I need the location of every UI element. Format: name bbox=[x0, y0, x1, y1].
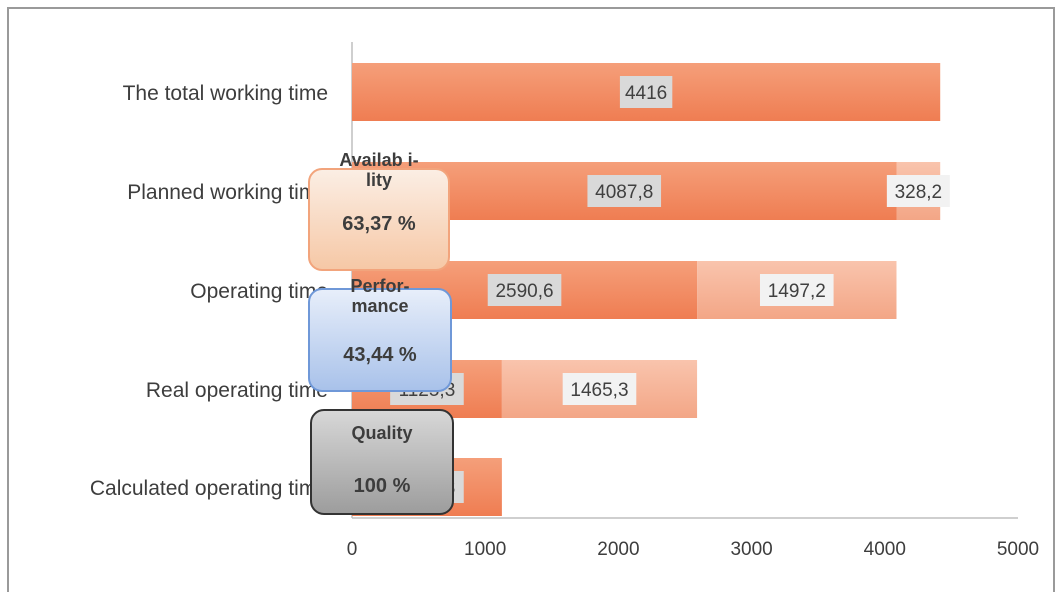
data-label-box bbox=[759, 274, 834, 306]
quality-callout-title: Quality bbox=[351, 423, 413, 443]
category-label-the-total-working-time: The total working time bbox=[123, 82, 328, 105]
performance-callout-title: Perfor-mance bbox=[350, 276, 410, 316]
x-tick-label-4000: 4000 bbox=[864, 539, 906, 560]
quality-callout-value: 100 % bbox=[353, 475, 411, 497]
performance-callout-value: 43,44 % bbox=[343, 344, 417, 366]
category-label-calculated-operating-time: Calculated operating time bbox=[90, 477, 328, 500]
data-label-text: 1465,3 bbox=[570, 380, 628, 401]
data-label-planned-working-time-seg-1: 4087,8 bbox=[587, 175, 662, 207]
x-tick-label-3000: 3000 bbox=[730, 539, 772, 560]
data-label-box bbox=[587, 175, 662, 207]
data-label-box bbox=[487, 274, 562, 306]
chart-frame bbox=[7, 7, 1055, 592]
data-label-operating-time-seg-1: 2590,6 bbox=[487, 274, 562, 306]
category-label-planned-working-time: Planned working time bbox=[127, 181, 328, 204]
data-label-box bbox=[619, 76, 673, 108]
data-label-planned-working-time-seg-2: 328,2 bbox=[886, 175, 950, 207]
data-label-text: 1497,2 bbox=[768, 281, 826, 302]
data-label-text: 4416 bbox=[625, 83, 667, 104]
data-label-box bbox=[886, 175, 950, 207]
data-label-the-total-working-time-seg-1: 4416 bbox=[619, 76, 673, 108]
data-label-operating-time-seg-2: 1497,2 bbox=[759, 274, 834, 306]
data-label-text: 328,2 bbox=[895, 182, 943, 203]
data-label-text: 2590,6 bbox=[495, 281, 553, 302]
data-label-box bbox=[562, 373, 637, 405]
x-tick-label-1000: 1000 bbox=[464, 539, 506, 560]
quality-callout: Quality 100 % bbox=[310, 409, 454, 515]
availability-callout-title: Availab i-lity bbox=[339, 150, 419, 190]
x-tick-label-2000: 2000 bbox=[597, 539, 639, 560]
data-label-text: 4087,8 bbox=[595, 182, 653, 203]
availability-callout-value: 63,37 % bbox=[342, 213, 416, 235]
category-label-operating-time: Operating time bbox=[190, 280, 328, 303]
x-tick-label-0: 0 bbox=[347, 539, 358, 560]
availability-callout: Availab i-lity 63,37 % bbox=[308, 150, 450, 271]
category-label-real-operating-time: Real operating time bbox=[146, 379, 328, 402]
data-label-real-operating-time-seg-2: 1465,3 bbox=[562, 373, 637, 405]
x-tick-label-5000: 5000 bbox=[997, 539, 1039, 560]
performance-callout: Perfor-mance 43,44 % bbox=[308, 276, 452, 392]
